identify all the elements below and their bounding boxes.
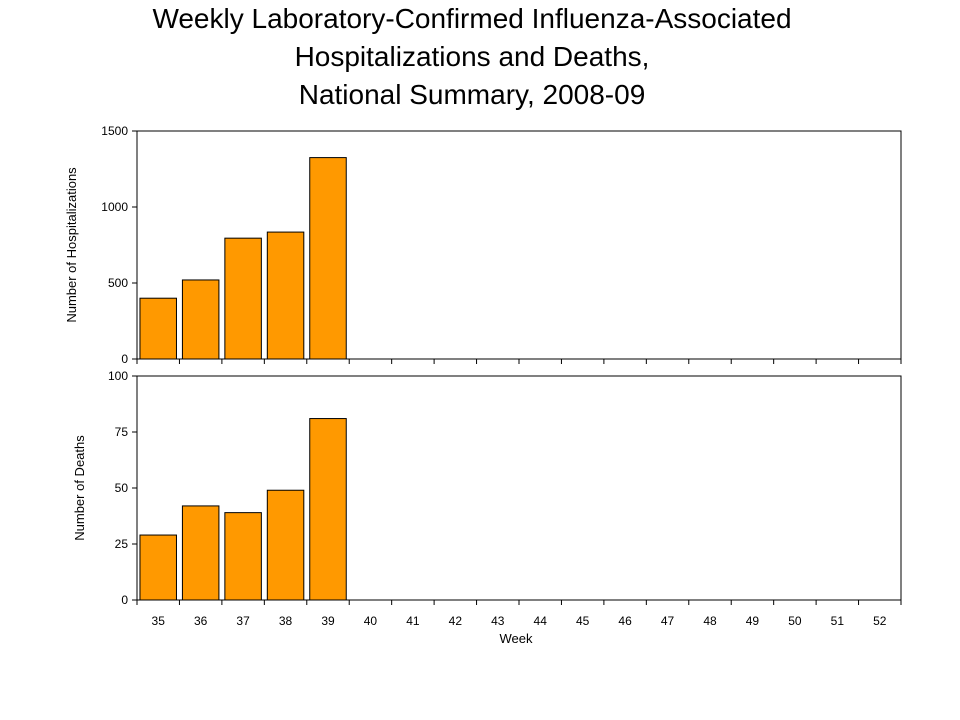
- y-tick-label: 1000: [101, 200, 128, 214]
- x-tick-label: 37: [236, 614, 250, 628]
- x-tick-label: 36: [194, 614, 208, 628]
- bar-week-38: [266, 231, 305, 360]
- x-tick-label: 35: [152, 614, 166, 628]
- x-tick-label: 49: [746, 614, 760, 628]
- bar-week-35: [139, 534, 177, 601]
- title-line-1: Weekly Laboratory-Confirmed Influenza-As…: [152, 3, 792, 34]
- x-tick-label: 52: [873, 614, 887, 628]
- x-tick-label: 38: [279, 614, 293, 628]
- x-tick-label: 44: [534, 614, 548, 628]
- bar-week-36: [181, 279, 220, 360]
- y-tick-label: 25: [115, 537, 129, 551]
- y-tick-label: 100: [108, 369, 128, 383]
- chart-panel-1: 0 500 1000 1500 Number of Hospitalizations: [64, 124, 902, 366]
- bar-week-39: [309, 418, 347, 601]
- x-tick-label: 47: [661, 614, 675, 628]
- x-tick-label: 48: [703, 614, 717, 628]
- x-tick-label: 51: [831, 614, 845, 628]
- title-line-2: Hospitalizations and Deaths,: [294, 41, 650, 72]
- x-tick-label: 45: [576, 614, 590, 628]
- x-tick-label: 40: [364, 614, 378, 628]
- x-tick-label: 43: [491, 614, 505, 628]
- x-tick-label: 41: [406, 614, 420, 628]
- plot-area: [136, 375, 902, 601]
- chart-panel-2: 0 25 50 75 100 35 36 37 38 39 40 41 42 43 44 45 46 47 48 49…: [72, 369, 902, 646]
- y-axis-title: Number of Deaths: [72, 435, 87, 541]
- y-axis-title: Number of Hospitalizations: [64, 167, 79, 323]
- y-tick-label: 500: [108, 276, 128, 290]
- y-tick-label: 50: [115, 481, 129, 495]
- y-tick-label: 0: [121, 352, 128, 366]
- bar-week-35: [139, 297, 177, 360]
- bar-week-36: [181, 505, 220, 601]
- x-tick-label: 42: [449, 614, 463, 628]
- y-tick-label: 75: [115, 425, 129, 439]
- bar-week-37: [224, 237, 262, 360]
- title-line-3: National Summary, 2008-09: [298, 79, 646, 110]
- bar-week-39: [309, 157, 347, 360]
- y-tick-label: 1500: [101, 124, 128, 138]
- x-tick-label: 39: [321, 614, 335, 628]
- plot-area: [136, 130, 902, 360]
- x-axis-title: Week: [500, 631, 533, 646]
- bar-week-38: [266, 489, 305, 601]
- y-tick-label: 0: [121, 593, 128, 607]
- x-tick-label: 50: [788, 614, 802, 628]
- x-tick-label: 46: [618, 614, 632, 628]
- bar-week-37: [224, 512, 262, 601]
- chart-title: Weekly Laboratory-Confirmed Influenza-As…: [0, 0, 944, 114]
